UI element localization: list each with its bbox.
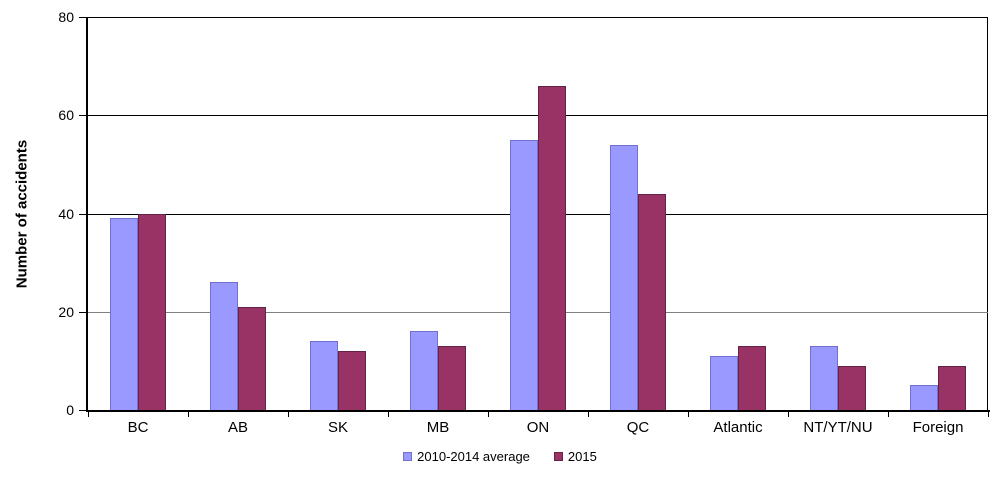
x-category-label-BC: BC xyxy=(127,419,149,436)
bar-2015-BC xyxy=(138,213,166,410)
bar-2010-2014-average-MB xyxy=(410,331,438,410)
bar-2015-AB xyxy=(238,306,266,410)
x-category-label-SK: SK xyxy=(327,419,348,436)
y-tick-mark-60 xyxy=(79,115,86,117)
y-tick-label-20: 20 xyxy=(58,303,74,320)
legend-label-2015: 2015 xyxy=(567,449,597,464)
legend-label-2010-2014-average: 2010-2014 average xyxy=(417,449,530,464)
x-tick-mark-7 xyxy=(788,412,789,417)
y-tick-mark-0 xyxy=(79,410,86,411)
x-tick-mark-5 xyxy=(588,412,589,417)
category-group-BC xyxy=(88,17,188,410)
category-group-Atlantic xyxy=(688,17,788,410)
category-group-ON xyxy=(488,17,588,410)
bar-2015-SK xyxy=(338,351,366,410)
category-group-SK xyxy=(288,17,388,410)
bar-2010-2014-average-QC xyxy=(610,144,638,410)
x-category-label-AB: AB xyxy=(227,419,248,436)
bar-2010-2014-average-ON xyxy=(510,139,538,410)
y-tick-mark-80 xyxy=(79,17,86,18)
x-tick-mark-6 xyxy=(688,412,689,417)
y-tick-label-40: 40 xyxy=(58,205,74,222)
legend-swatch-2015 xyxy=(553,452,563,461)
x-category-label-NT/YT/NU: NT/YT/NU xyxy=(803,419,873,436)
x-category-label-Atlantic: Atlantic xyxy=(713,419,763,436)
x-tick-mark-0 xyxy=(88,412,89,417)
x-category-label-MB: MB xyxy=(426,419,450,436)
y-tick-label-0: 0 xyxy=(66,402,74,418)
category-group-QC xyxy=(588,17,688,410)
y-tick-mark-40 xyxy=(79,213,86,215)
legend-swatch-2010-2014-average xyxy=(403,452,413,461)
x-tick-mark-2 xyxy=(288,412,289,417)
x-tick-mark-1 xyxy=(188,412,189,417)
bar-2010-2014-average-BC xyxy=(110,218,138,410)
y-tick-mark-20 xyxy=(79,311,86,313)
bar-2010-2014-average-Foreign xyxy=(910,385,938,410)
bar-2010-2014-average-NT/YT/NU xyxy=(810,346,838,410)
legend-item-2015: 2015 xyxy=(553,449,597,464)
bar-2015-Foreign xyxy=(938,365,966,410)
bar-2015-ON xyxy=(538,85,566,410)
bar-2010-2014-average-AB xyxy=(210,282,238,410)
x-tick-mark-8 xyxy=(888,412,889,417)
x-axis-line xyxy=(86,410,990,412)
category-group-Foreign xyxy=(888,17,988,410)
bar-2015-Atlantic xyxy=(738,346,766,410)
gridline-80 xyxy=(88,17,988,18)
category-group-MB xyxy=(388,17,488,410)
legend-item-avg: 2010-2014 average xyxy=(403,449,530,464)
x-tick-mark-4 xyxy=(488,412,489,417)
y-tick-label-80: 80 xyxy=(58,9,74,25)
x-tick-mark-3 xyxy=(388,412,389,417)
bar-2015-NT/YT/NU xyxy=(838,365,866,410)
chart-legend: 2010-2014 average 2015 xyxy=(0,449,1000,464)
bar-2010-2014-average-Atlantic xyxy=(710,355,738,410)
bar-2015-QC xyxy=(638,193,666,410)
x-category-label-ON: ON xyxy=(526,419,550,436)
bar-2015-MB xyxy=(438,346,466,410)
category-group-NT/YT/NU xyxy=(788,17,888,410)
plot-area: 0 20 40 60 80 BC AB SK MB ON QC Atlantic NT/YT/NU For… xyxy=(58,9,990,436)
bar-2010-2014-average-SK xyxy=(310,341,338,410)
y-tick-label-60: 60 xyxy=(58,107,74,124)
y-axis-line xyxy=(86,17,88,412)
x-category-label-Foreign: Foreign xyxy=(912,419,964,436)
x-tick-mark-9 xyxy=(988,412,989,417)
x-category-label-QC: QC xyxy=(626,419,650,436)
category-group-AB xyxy=(188,17,288,410)
